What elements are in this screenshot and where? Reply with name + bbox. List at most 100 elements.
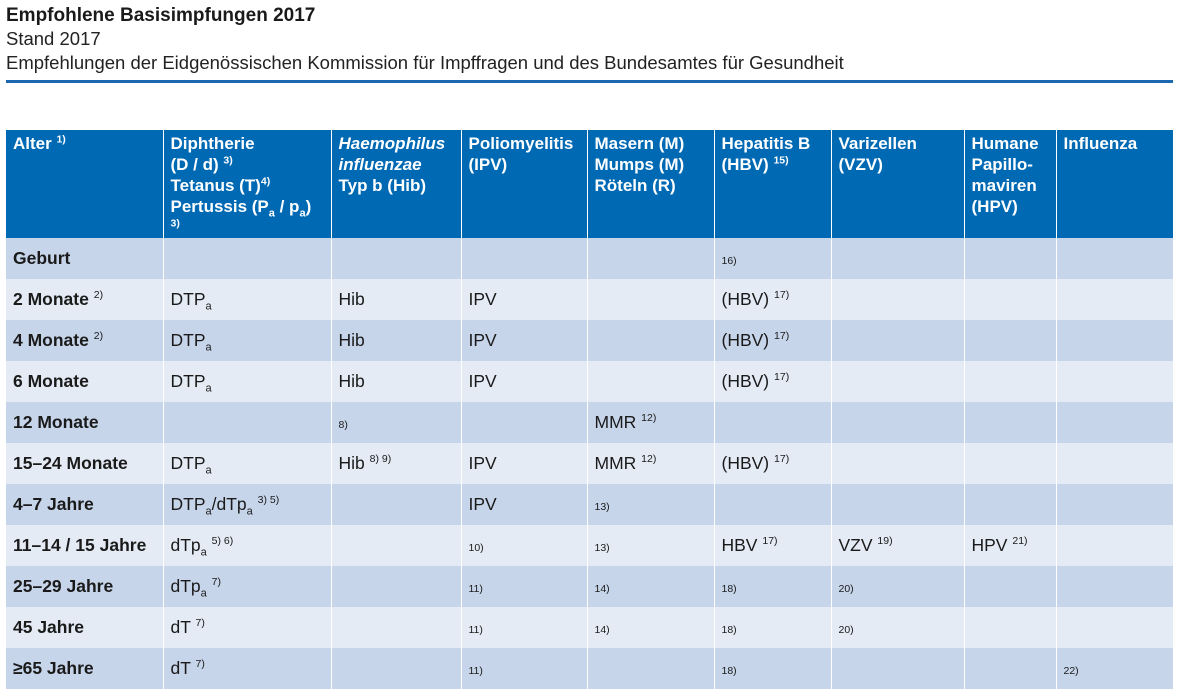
cell-dtp: DTPa: [163, 443, 332, 484]
cell-flu: [1056, 238, 1173, 279]
cell-hib: [331, 607, 462, 648]
cell-polio: IPV: [461, 443, 588, 484]
cell-mmr: 13): [587, 525, 715, 566]
cell-vzv: [831, 361, 965, 402]
cell-vzv: 20): [831, 607, 965, 648]
cell-dtp: dTpa 5) 6): [163, 525, 332, 566]
cell-polio: [461, 402, 588, 443]
cell-mmr: [587, 238, 715, 279]
cell-hib: [331, 566, 462, 607]
version-label: Stand 2017: [6, 28, 101, 49]
table-row: 25–29 Jahre dTpa 7) 11) 14) 18) 20): [6, 566, 1173, 607]
cell-flu: [1056, 607, 1173, 648]
cell-polio: 10): [461, 525, 588, 566]
cell-age: 45 Jahre: [6, 607, 164, 648]
cell-vzv: [831, 320, 965, 361]
cell-flu: [1056, 566, 1173, 607]
cell-dtp: DTPa/dTpa 3) 5): [163, 484, 332, 525]
cell-hbv: (HBV) 17): [714, 361, 832, 402]
col-header-dtp: Diphtherie (D / d) 3) Tetanus (T)4) Pert…: [163, 130, 332, 238]
cell-flu: [1056, 402, 1173, 443]
cell-hib: 8): [331, 402, 462, 443]
cell-age: 12 Monate: [6, 402, 164, 443]
cell-vzv: [831, 238, 965, 279]
cell-hib: Hib 8) 9): [331, 443, 462, 484]
cell-dtp: dT 7): [163, 607, 332, 648]
cell-polio: IPV: [461, 279, 588, 320]
cell-polio: [461, 238, 588, 279]
table-row: 15–24 Monate DTPa Hib 8) 9) IPV MMR 12) (HBV)…: [6, 443, 1173, 484]
table-row: ≥65 Jahre dT 7) 11) 18) 22): [6, 648, 1173, 689]
cell-age: 25–29 Jahre: [6, 566, 164, 607]
cell-hpv: HPV 21): [964, 525, 1057, 566]
cell-hib: [331, 238, 462, 279]
cell-hbv: 18): [714, 648, 832, 689]
cell-age: ≥65 Jahre: [6, 648, 164, 689]
cell-vzv: [831, 484, 965, 525]
col-header-alter: Alter 1): [6, 130, 164, 238]
table-row: 45 Jahre dT 7) 11) 14) 18) 20): [6, 607, 1173, 648]
cell-vzv: 20): [831, 566, 965, 607]
cell-hib: Hib: [331, 279, 462, 320]
cell-dtp: [163, 402, 332, 443]
cell-vzv: [831, 443, 965, 484]
cell-flu: [1056, 361, 1173, 402]
cell-polio: IPV: [461, 320, 588, 361]
col-header-influenza: Influenza: [1056, 130, 1173, 238]
table-row: Geburt 16): [6, 238, 1173, 279]
cell-dtp: [163, 238, 332, 279]
cell-dtp: DTPa: [163, 361, 332, 402]
cell-age: 4 Monate 2): [6, 320, 164, 361]
table-row: 12 Monate 8) MMR 12): [6, 402, 1173, 443]
cell-age: 11–14 / 15 Jahre: [6, 525, 164, 566]
col-header-hib: Haemophilus influenzae Typ b (Hib): [331, 130, 462, 238]
cell-age: 2 Monate 2): [6, 279, 164, 320]
cell-hib: Hib: [331, 320, 462, 361]
cell-mmr: [587, 279, 715, 320]
cell-flu: [1056, 525, 1173, 566]
col-header-hbv: Hepatitis B (HBV) 15): [714, 130, 832, 238]
cell-mmr: 13): [587, 484, 715, 525]
cell-polio: 11): [461, 566, 588, 607]
cell-mmr: 14): [587, 566, 715, 607]
cell-dtp: dT 7): [163, 648, 332, 689]
table-header-row: Alter 1) Diphtherie (D / d) 3) Tetanus (…: [6, 130, 1173, 238]
cell-mmr: [587, 320, 715, 361]
cell-hpv: [964, 443, 1057, 484]
cell-vzv: VZV 19): [831, 525, 965, 566]
col-header-mmr: Masern (M) Mumps (M) Röteln (R): [587, 130, 715, 238]
cell-polio: IPV: [461, 484, 588, 525]
cell-hpv: [964, 279, 1057, 320]
cell-hib: Hib: [331, 361, 462, 402]
cell-hbv: (HBV) 17): [714, 279, 832, 320]
cell-vzv: [831, 648, 965, 689]
cell-hbv: [714, 402, 832, 443]
cell-hbv: 16): [714, 238, 832, 279]
table-row: 11–14 / 15 Jahre dTpa 5) 6) 10) 13) HBV 17) V…: [6, 525, 1173, 566]
cell-mmr: MMR 12): [587, 402, 715, 443]
cell-vzv: [831, 279, 965, 320]
cell-hib: [331, 648, 462, 689]
cell-hbv: 18): [714, 566, 832, 607]
cell-mmr: 14): [587, 607, 715, 648]
cell-hpv: [964, 402, 1057, 443]
cell-hpv: [964, 607, 1057, 648]
cell-flu: [1056, 484, 1173, 525]
cell-flu: [1056, 443, 1173, 484]
description: Empfehlungen der Eidgenössischen Kommiss…: [6, 52, 844, 73]
table-row: 4 Monate 2) DTPa Hib IPV (HBV) 17): [6, 320, 1173, 361]
cell-hib: [331, 484, 462, 525]
col-header-vzv: Varizellen (VZV): [831, 130, 965, 238]
cell-hbv: 18): [714, 607, 832, 648]
cell-hbv: (HBV) 17): [714, 443, 832, 484]
cell-polio: 11): [461, 607, 588, 648]
col-header-polio: Poliomyelitis (IPV): [461, 130, 588, 238]
cell-hpv: [964, 320, 1057, 361]
cell-hpv: [964, 648, 1057, 689]
cell-hpv: [964, 361, 1057, 402]
header-rule: [6, 80, 1173, 83]
cell-flu: 22): [1056, 648, 1173, 689]
cell-hpv: [964, 484, 1057, 525]
cell-hbv: (HBV) 17): [714, 320, 832, 361]
cell-vzv: [831, 402, 965, 443]
